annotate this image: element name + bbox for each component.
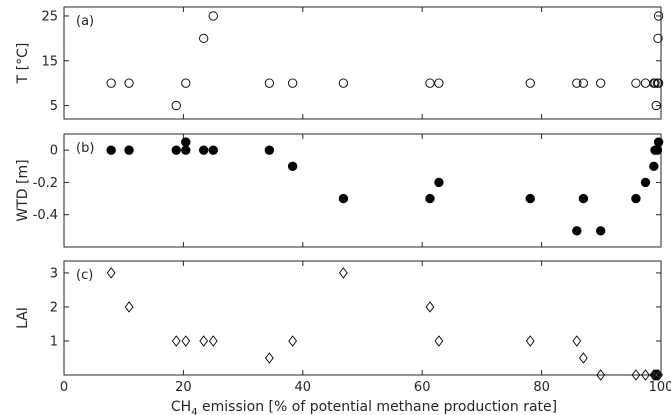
panel-3: 1 2 3 0 20 40 60 80 100 (c) LAI bbox=[15, 260, 671, 395]
data-point bbox=[653, 33, 663, 44]
x-tick-label: 0 bbox=[60, 380, 68, 395]
data-point bbox=[106, 78, 116, 88]
data-point bbox=[631, 78, 641, 88]
data-point bbox=[572, 226, 582, 236]
data-point bbox=[651, 100, 661, 111]
x-axis-label-main: CH bbox=[171, 399, 191, 415]
data-point bbox=[264, 78, 275, 88]
plot-frame bbox=[63, 133, 662, 248]
panel-tag: (a) bbox=[76, 14, 94, 29]
data-point bbox=[208, 11, 218, 21]
data-point bbox=[425, 301, 435, 313]
y-tick-label: -0.2 bbox=[33, 176, 58, 191]
panel-1: 5 15 25 (a) T [°C] bbox=[15, 6, 664, 120]
x-axis-label-subscript: 4 bbox=[191, 407, 197, 415]
data-point bbox=[106, 145, 116, 155]
data-point bbox=[596, 369, 606, 381]
data-point bbox=[181, 137, 191, 147]
data-point bbox=[208, 145, 218, 155]
data-point bbox=[124, 145, 134, 155]
data-point bbox=[641, 369, 650, 381]
data-point bbox=[653, 11, 664, 21]
data-point bbox=[181, 78, 191, 88]
x-axis-label-rest: emission [% of potential methane product… bbox=[198, 399, 558, 415]
data-point bbox=[425, 78, 435, 88]
y-tick-label: -0.4 bbox=[33, 208, 58, 223]
y-tick-label: 3 bbox=[50, 266, 58, 281]
plot-frame bbox=[63, 6, 662, 120]
data-point bbox=[338, 193, 349, 204]
x-tick-label: 40 bbox=[295, 380, 312, 395]
x-tick-label: 60 bbox=[414, 380, 431, 395]
panel-tag: (b) bbox=[76, 141, 94, 156]
data-point bbox=[106, 267, 116, 279]
data-point bbox=[434, 78, 444, 88]
data-point bbox=[525, 193, 535, 204]
y-tick-label: 5 bbox=[50, 99, 58, 114]
panels: 5 15 25 (a) T [°C] 0 -0.2 -0.4 (b) WTD [m] 1 2 3 0 20 4… bbox=[15, 6, 671, 395]
data-point bbox=[654, 369, 663, 381]
data-point bbox=[265, 352, 274, 364]
data-point bbox=[652, 145, 663, 155]
data-point bbox=[579, 352, 588, 364]
data-point bbox=[650, 369, 660, 381]
data-point bbox=[338, 78, 349, 88]
y-tick-label: 25 bbox=[41, 9, 58, 24]
data-point bbox=[171, 145, 181, 155]
data-point bbox=[578, 78, 589, 88]
data-point bbox=[199, 33, 209, 44]
data-point bbox=[124, 78, 134, 88]
y-tick-label: 0 bbox=[50, 144, 58, 159]
data-point bbox=[199, 335, 209, 347]
data-point bbox=[653, 369, 662, 381]
data-point bbox=[264, 145, 275, 155]
y-tick-label: 15 bbox=[41, 54, 58, 69]
panel-tag: (c) bbox=[76, 268, 93, 283]
data-point bbox=[425, 193, 435, 204]
x-axis-label: CH4 emission [% of potential methane pro… bbox=[171, 399, 557, 415]
data-point bbox=[650, 78, 660, 88]
data-point bbox=[653, 137, 664, 147]
data-point bbox=[640, 78, 651, 88]
data-point bbox=[288, 335, 298, 347]
x-tick-label: 20 bbox=[175, 380, 192, 395]
data-point bbox=[287, 161, 298, 171]
x-tick-label: 80 bbox=[533, 380, 550, 395]
data-point bbox=[640, 177, 651, 188]
data-point bbox=[288, 78, 298, 88]
panel-2: 0 -0.2 -0.4 (b) WTD [m] bbox=[15, 133, 664, 248]
data-point bbox=[171, 335, 181, 347]
data-point bbox=[631, 193, 641, 204]
data-point bbox=[649, 161, 659, 171]
data-point bbox=[631, 369, 641, 381]
y-axis-label: T [°C] bbox=[15, 43, 31, 85]
plot-frame bbox=[63, 260, 662, 376]
data-point bbox=[651, 369, 661, 381]
data-point bbox=[434, 177, 444, 188]
y-axis-label: WTD [m] bbox=[15, 159, 31, 221]
data-point bbox=[572, 78, 582, 88]
data-point bbox=[171, 100, 181, 111]
data-point bbox=[198, 145, 209, 155]
data-point bbox=[578, 193, 589, 204]
data-point bbox=[434, 335, 444, 347]
data-point bbox=[208, 335, 218, 347]
data-point bbox=[181, 335, 191, 347]
data-point bbox=[596, 78, 606, 88]
y-tick-label: 1 bbox=[50, 334, 58, 349]
data-point bbox=[339, 267, 348, 279]
data-point bbox=[124, 301, 134, 313]
y-tick-label: 2 bbox=[50, 300, 58, 315]
data-point bbox=[181, 145, 191, 155]
data-point bbox=[653, 78, 664, 88]
y-axis-label: LAI bbox=[15, 307, 31, 329]
data-point bbox=[525, 335, 535, 347]
data-point bbox=[525, 78, 535, 88]
data-point bbox=[572, 335, 582, 347]
data-point bbox=[596, 226, 606, 236]
x-tick-label: 100 bbox=[649, 380, 671, 395]
